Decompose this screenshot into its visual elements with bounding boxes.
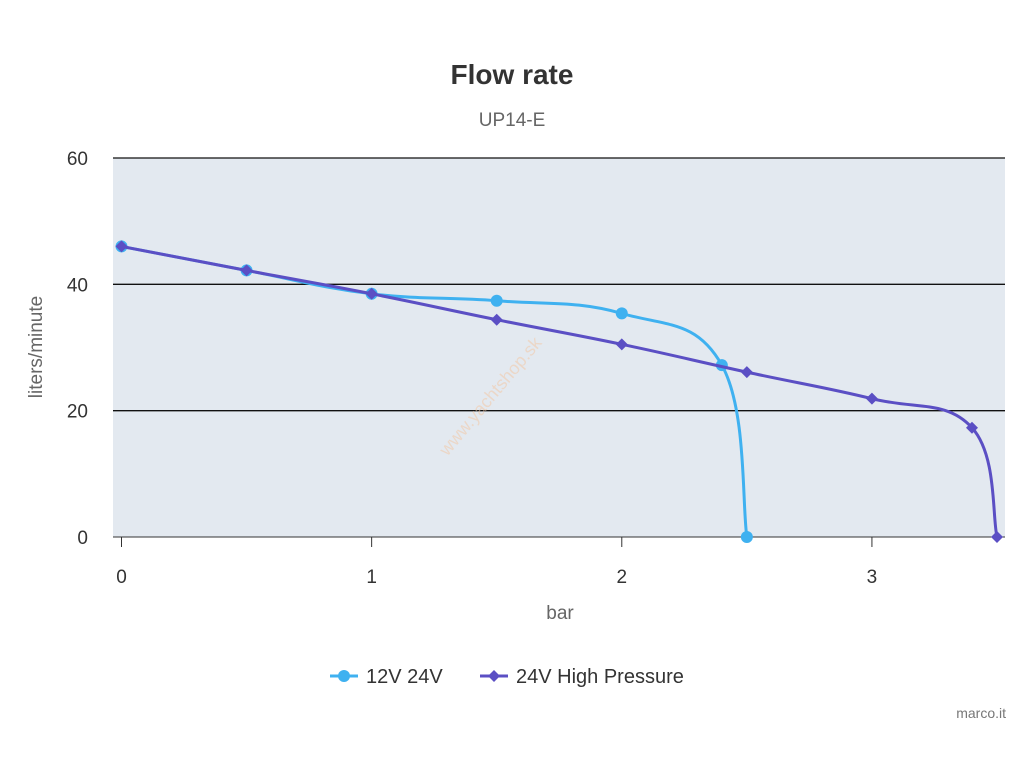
data-point[interactable] <box>490 313 503 326</box>
y-axis-ticks: 0 20 40 60 <box>67 149 88 549</box>
data-point[interactable] <box>365 287 378 300</box>
x-tick-label: 0 <box>116 567 127 588</box>
data-point[interactable] <box>740 531 753 543</box>
data-point[interactable] <box>965 421 978 434</box>
y-tick-label: 60 <box>67 149 88 170</box>
x-axis-ticks: 0 1 2 3 <box>116 537 877 588</box>
plot-background <box>113 158 1005 537</box>
y-tick-label: 20 <box>67 402 88 423</box>
legend-label: 12V 24V <box>366 666 443 688</box>
x-tick-label: 2 <box>616 567 627 588</box>
grid-lines <box>113 157 1005 538</box>
series-2 <box>115 240 1003 543</box>
chart-subtitle: UP14-E <box>479 110 546 131</box>
legend: 12V 24V 24V High Pressure <box>330 666 684 688</box>
y-tick-label: 0 <box>77 528 88 549</box>
data-point[interactable] <box>615 338 628 351</box>
data-point[interactable] <box>490 294 503 307</box>
series-layer <box>115 240 1003 543</box>
legend-label: 24V High Pressure <box>516 666 684 688</box>
y-axis-label: liters/minute <box>26 296 47 398</box>
data-point[interactable] <box>240 264 253 277</box>
legend-marker[interactable] <box>338 670 350 682</box>
x-tick-label: 1 <box>366 567 377 588</box>
data-point[interactable] <box>615 307 628 320</box>
y-tick-label: 40 <box>67 275 88 296</box>
x-tick-label: 3 <box>867 567 878 588</box>
legend-marker[interactable] <box>488 670 500 682</box>
legend-item[interactable]: 24V High Pressure <box>480 666 684 688</box>
data-point[interactable] <box>115 240 128 253</box>
credit-link[interactable]: marco.it <box>956 705 1006 721</box>
data-point[interactable] <box>740 366 753 379</box>
legend-item[interactable]: 12V 24V <box>330 666 443 688</box>
x-axis-label: bar <box>546 603 574 624</box>
data-point[interactable] <box>991 531 1003 543</box>
chart-title: Flow rate <box>451 59 574 90</box>
data-point[interactable] <box>865 392 878 405</box>
